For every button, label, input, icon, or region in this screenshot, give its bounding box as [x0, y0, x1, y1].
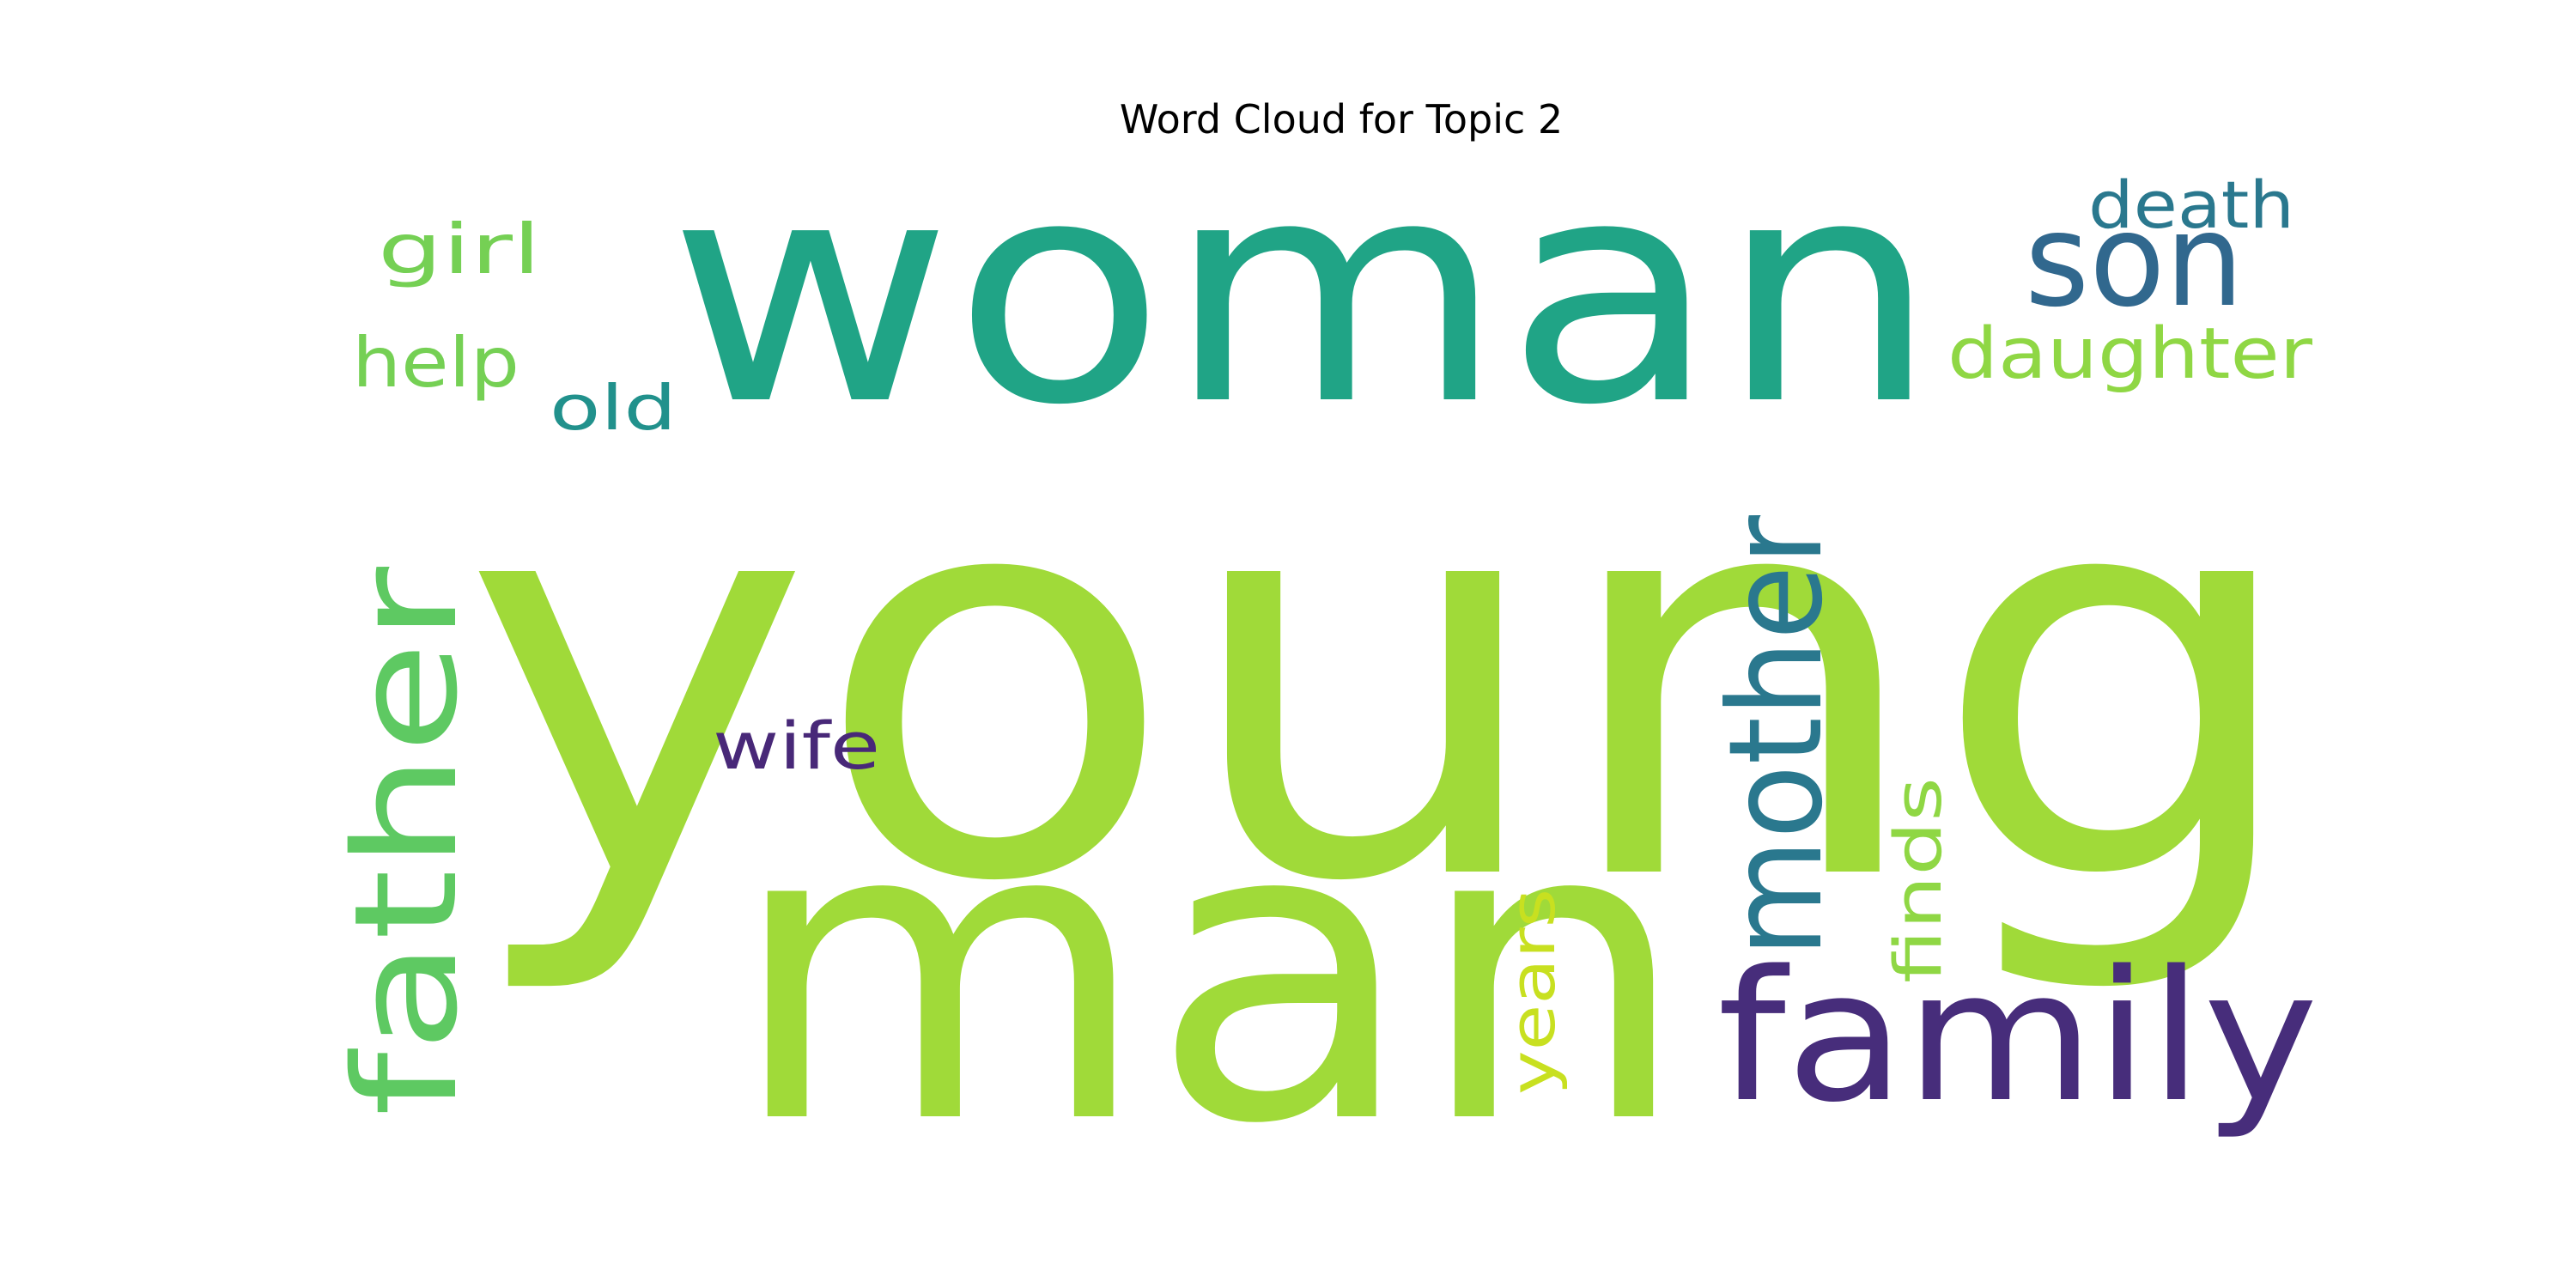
word-family: family — [1717, 932, 2318, 1142]
word-old: old — [550, 372, 677, 444]
word-help: help — [352, 323, 519, 403]
word-young: young — [461, 361, 2307, 1001]
word-wife: wife — [713, 708, 880, 784]
word-finds: finds — [1880, 777, 1956, 983]
word-father: father — [324, 567, 489, 1116]
word-woman: woman — [668, 112, 1939, 472]
chart-title: Word Cloud for Topic 2 — [1120, 96, 1563, 143]
word-man: man — [728, 734, 1690, 1214]
word-girl: girl — [378, 210, 541, 289]
word-son: son — [2025, 186, 2244, 336]
word-daughter: daughter — [1947, 313, 2312, 395]
word-mother: mother — [1702, 515, 1851, 957]
word-years: years — [1497, 889, 1569, 1095]
word-death: death — [2088, 167, 2294, 243]
